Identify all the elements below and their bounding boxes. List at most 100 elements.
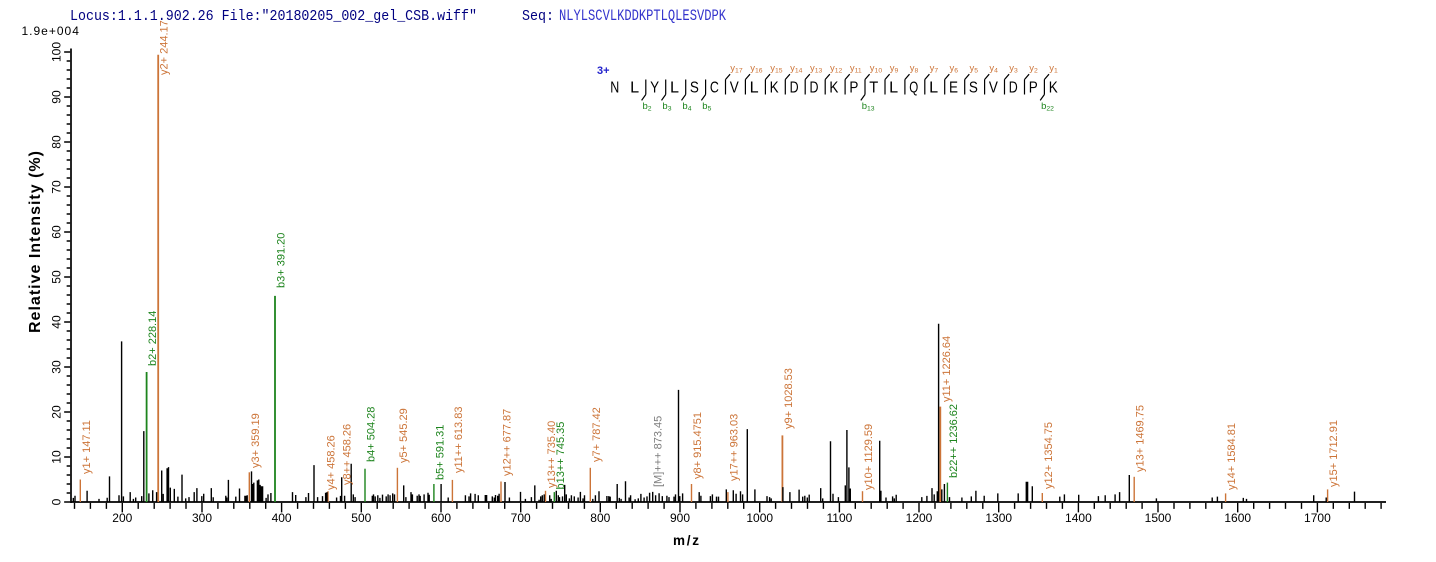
svg-text:Q: Q [909,80,918,97]
svg-text:90: 90 [50,90,64,104]
svg-text:y9+ 1028.53: y9+ 1028.53 [783,368,795,429]
svg-text:y8+ 915.4751: y8+ 915.4751 [692,412,704,479]
svg-text:1.9e+004: 1.9e+004 [22,24,80,38]
svg-text:y5: y5 [970,63,979,75]
svg-text:y13++ 735.40: y13++ 735.40 [546,421,558,488]
svg-text:b13++ 745.35: b13++ 745.35 [555,422,567,490]
svg-text:70: 70 [50,180,64,194]
svg-text:b22: b22 [1041,101,1054,113]
svg-text:y13: y13 [810,63,823,75]
svg-text:P: P [849,80,858,97]
svg-text:700: 700 [511,511,531,525]
svg-text:200: 200 [112,511,132,525]
svg-text:y11+ 1226.64: y11+ 1226.64 [941,336,953,402]
svg-text:40: 40 [50,315,64,329]
svg-text:y2: y2 [1029,63,1038,75]
svg-text:S: S [969,80,978,97]
svg-text:y12: y12 [830,63,843,75]
svg-text:T: T [869,80,878,97]
svg-text:y10+ 1129.59: y10+ 1129.59 [863,424,875,490]
svg-text:1500: 1500 [1145,511,1172,525]
svg-text:y12+ 1354.75: y12+ 1354.75 [1043,422,1055,489]
svg-text:1600: 1600 [1224,511,1251,525]
svg-text:Locus:1.1.1.902.26 File:"20180: Locus:1.1.1.902.26 File:"20180205_002_ge… [70,8,477,25]
svg-text:V: V [989,80,998,97]
svg-text:1700: 1700 [1304,511,1331,525]
svg-text:L: L [889,80,898,97]
svg-text:y17++ 963.03: y17++ 963.03 [729,414,741,481]
svg-text:1000: 1000 [746,511,773,525]
svg-text:y3: y3 [1009,63,1018,75]
svg-text:y1+ 147.11: y1+ 147.11 [81,420,93,474]
svg-text:1300: 1300 [985,511,1012,525]
svg-text:y1: y1 [1049,63,1058,75]
svg-text:60: 60 [50,225,64,239]
svg-text:y11: y11 [850,63,862,75]
svg-text:b2: b2 [643,101,652,113]
svg-text:b5+ 591.31: b5+ 591.31 [434,425,446,480]
svg-text:1400: 1400 [1065,511,1092,525]
svg-text:y16: y16 [750,63,763,75]
svg-text:20: 20 [50,405,64,419]
svg-text:P: P [1029,80,1038,97]
svg-text:y15: y15 [770,63,783,75]
svg-text:y8++ 458.26: y8++ 458.26 [342,424,354,485]
svg-text:3+: 3+ [597,65,610,77]
svg-text:y11++ 613.83: y11++ 613.83 [453,407,465,473]
svg-text:[M]+++ 873.45: [M]+++ 873.45 [653,416,665,487]
svg-text:400: 400 [272,511,292,525]
svg-text:900: 900 [670,511,690,525]
svg-text:L: L [670,80,679,97]
svg-text:K: K [770,80,779,97]
svg-text:Seq:: Seq: [522,8,554,25]
svg-text:100: 100 [50,42,64,62]
svg-text:S: S [690,80,699,97]
svg-text:30: 30 [50,360,64,374]
svg-text:b2+ 228.14: b2+ 228.14 [147,311,159,366]
svg-text:y14: y14 [790,63,803,75]
svg-text:K: K [829,80,838,97]
svg-text:b5: b5 [702,101,711,113]
svg-text:0: 0 [50,498,64,505]
svg-text:K: K [1049,80,1058,97]
svg-text:50: 50 [50,270,64,284]
svg-text:b3+ 391.20: b3+ 391.20 [276,233,288,288]
svg-text:E: E [949,80,958,97]
svg-text:y9: y9 [890,63,899,75]
svg-text:L: L [630,80,639,97]
svg-text:10: 10 [50,450,64,464]
svg-text:b4: b4 [682,101,691,113]
svg-text:y13+ 1469.75: y13+ 1469.75 [1135,405,1147,472]
svg-text:300: 300 [192,511,212,525]
svg-text:NLYLSCVLKDDKPTLQLESVDPK: NLYLSCVLKDDKPTLQLESVDPK [559,7,727,25]
svg-text:80: 80 [50,135,64,149]
svg-text:600: 600 [431,511,451,525]
svg-text:y14+ 1584.81: y14+ 1584.81 [1226,423,1238,490]
svg-text:y12++ 677.87: y12++ 677.87 [502,409,514,476]
svg-text:N: N [610,80,619,97]
svg-text:b22++ 1236.62: b22++ 1236.62 [948,404,960,478]
svg-text:D: D [810,80,819,97]
svg-text:C: C [710,80,719,97]
svg-text:500: 500 [351,511,371,525]
svg-text:y7: y7 [930,63,939,75]
svg-text:Relative Intensity (%): Relative Intensity (%) [27,151,44,333]
svg-text:y4+ 458.26: y4+ 458.26 [326,435,338,490]
svg-text:y7+ 787.42: y7+ 787.42 [591,407,603,462]
svg-text:1100: 1100 [826,511,852,525]
svg-text:y6: y6 [950,63,959,75]
svg-text:800: 800 [590,511,610,525]
svg-text:D: D [1009,80,1018,97]
svg-text:L: L [929,80,938,97]
svg-text:y5+ 545.29: y5+ 545.29 [398,408,410,463]
svg-text:L: L [750,80,759,97]
svg-text:y8: y8 [910,63,919,75]
svg-text:y4: y4 [989,63,998,75]
svg-text:b4+ 504.28: b4+ 504.28 [366,407,378,462]
svg-text:y10: y10 [870,63,883,75]
svg-text:V: V [730,80,739,97]
svg-text:y15+ 1712.91: y15+ 1712.91 [1328,420,1340,487]
svg-text:m/z: m/z [673,533,699,548]
svg-text:y3+ 359.19: y3+ 359.19 [250,413,262,468]
svg-text:b13: b13 [862,101,875,113]
